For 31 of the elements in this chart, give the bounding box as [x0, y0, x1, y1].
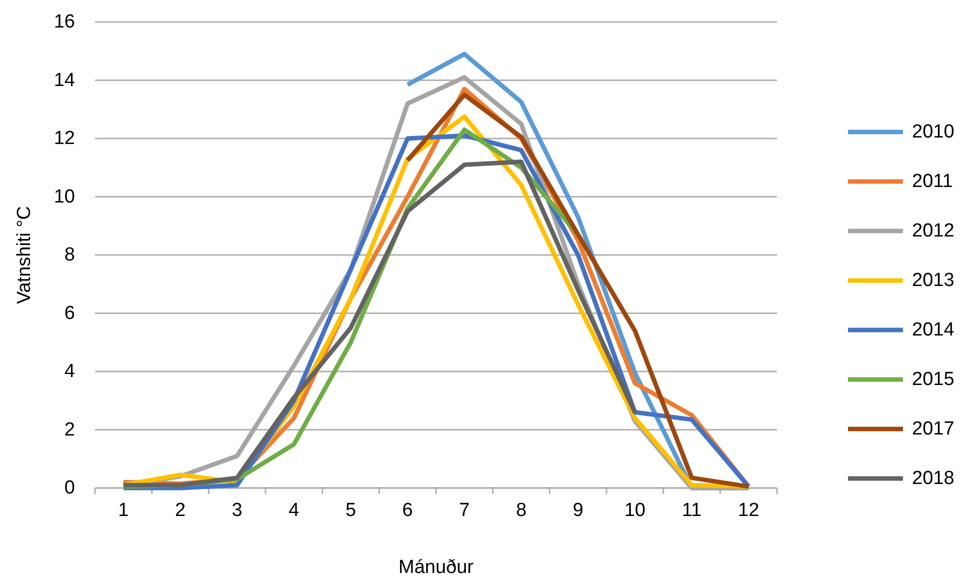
legend-label: 2018 — [912, 468, 954, 489]
x-tick-label: 3 — [232, 500, 242, 521]
y-tick-label: 0 — [64, 478, 75, 498]
x-tick-label: 4 — [288, 500, 300, 521]
y-tick-label: 10 — [54, 186, 75, 208]
x-tick-label: 9 — [572, 500, 584, 521]
x-tick-label: 5 — [345, 500, 356, 521]
legend-label: 2014 — [912, 320, 955, 340]
legend-label: 2013 — [912, 270, 954, 291]
x-tick-label: 8 — [516, 500, 527, 521]
y-tick-label: 2 — [64, 419, 75, 440]
x-tick-label: 2 — [174, 500, 186, 521]
legend-label: 2012 — [912, 220, 954, 242]
legend-label: 2015 — [912, 369, 954, 390]
y-tick-label: 4 — [64, 361, 76, 382]
x-tick-label: 10 — [624, 500, 646, 521]
legend-label: 2011 — [912, 171, 953, 192]
x-tick-label: 7 — [459, 500, 470, 521]
x-axis-title: Mánuður — [398, 557, 474, 578]
x-tick-label: 11 — [682, 500, 702, 521]
y-tick-label: 14 — [54, 70, 76, 91]
y-tick-label: 16 — [54, 12, 75, 32]
legend-label: 2010 — [912, 122, 954, 142]
legend-label: 2017 — [912, 418, 954, 440]
y-tick-label: 8 — [64, 244, 75, 266]
y-axis-title: Vatnshiti °C — [14, 206, 35, 304]
y-tick-label: 12 — [54, 128, 75, 149]
y-tick-label: 6 — [64, 302, 75, 324]
x-tick-label: 6 — [402, 500, 413, 521]
x-tick-label: 12 — [738, 500, 760, 521]
x-tick-label: 1 — [118, 500, 129, 521]
